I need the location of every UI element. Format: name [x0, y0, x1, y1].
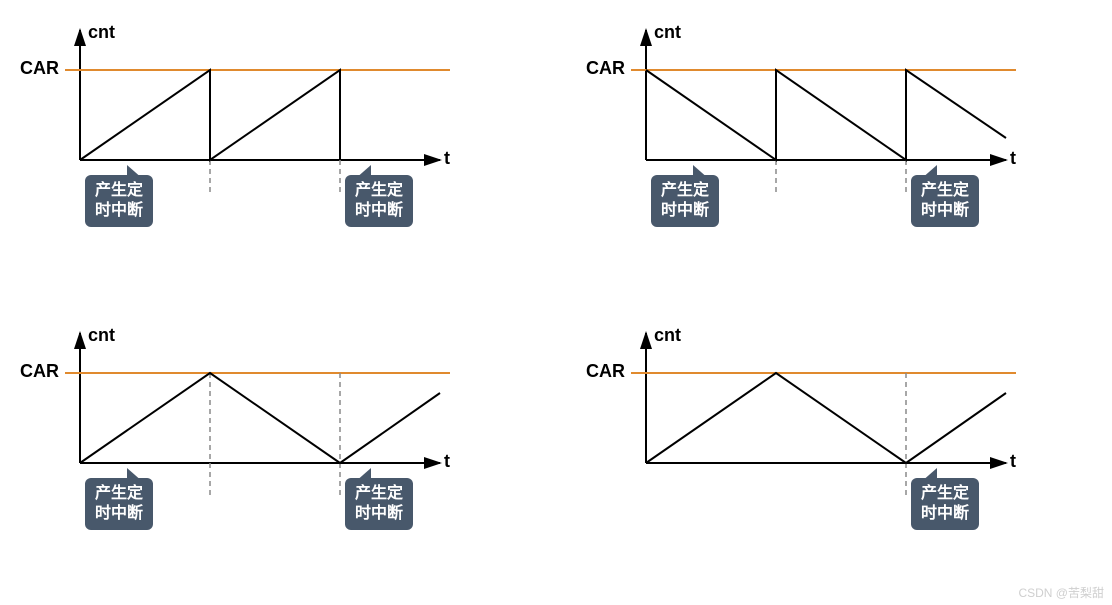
- interrupt-callout: 产生定 时中断: [85, 175, 153, 227]
- x-axis-label: t: [1010, 148, 1016, 169]
- panel-bottom-left: cnt t CAR 产生定 时中断 产生定 时中断: [20, 323, 526, 586]
- watermark-text: CSDN @苦梨甜: [1018, 584, 1104, 601]
- y-axis-label: cnt: [654, 22, 681, 43]
- car-label: CAR: [20, 58, 59, 79]
- interrupt-callout: 产生定 时中断: [911, 478, 979, 530]
- car-label: CAR: [586, 361, 625, 382]
- y-axis-label: cnt: [654, 325, 681, 346]
- car-label: CAR: [20, 361, 59, 382]
- y-axis-label: cnt: [88, 22, 115, 43]
- y-axis-label: cnt: [88, 325, 115, 346]
- panel-top-left: cnt t CAR 产生定 时中断 产生定 时中断: [20, 20, 526, 283]
- x-axis-label: t: [1010, 451, 1016, 472]
- interrupt-callout: 产生定 时中断: [85, 478, 153, 530]
- interrupt-callout: 产生定 时中断: [345, 478, 413, 530]
- car-label: CAR: [586, 58, 625, 79]
- interrupt-callout: 产生定 时中断: [345, 175, 413, 227]
- x-axis-label: t: [444, 148, 450, 169]
- interrupt-callout: 产生定 时中断: [651, 175, 719, 227]
- chart-svg: [586, 323, 1056, 543]
- interrupt-callout: 产生定 时中断: [911, 175, 979, 227]
- panel-top-right: cnt t CAR 产生定 时中断 产生定 时中断: [586, 20, 1092, 283]
- panel-bottom-right: cnt t CAR 产生定 时中断: [586, 323, 1092, 586]
- x-axis-label: t: [444, 451, 450, 472]
- panel-grid: cnttCAR产生定 时中断产生定 时中断 cnttCAR产生定 时中断产生定 …: [20, 20, 1092, 585]
